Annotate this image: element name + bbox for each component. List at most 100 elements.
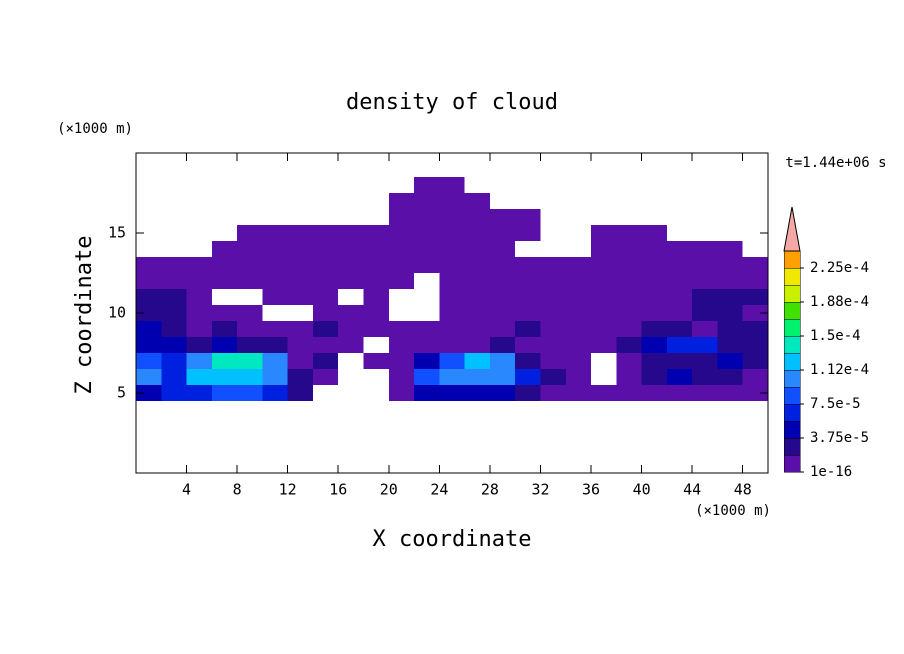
contour-cell [616,369,642,385]
contour-cell [287,337,313,353]
contour-cell [186,337,212,353]
x-tick-label: 32 [531,481,549,499]
x-tick-label: 12 [279,481,297,499]
contour-cell [439,385,465,401]
contour-cell [363,289,389,305]
contour-cell [388,321,415,337]
contour-cell [211,241,238,257]
contour-cell [237,273,263,289]
contour-cell [414,209,440,225]
contour-cell [237,305,263,321]
contour-cell [540,369,566,385]
colorbar-band [783,267,801,286]
contour-cell [161,273,187,289]
contour-cell [666,369,693,385]
colorbar-band [783,386,801,405]
contour-cell [464,209,490,225]
contour-cell [211,385,238,401]
contour-cell [616,241,642,257]
time-label: t=1.44e+06 s [785,155,886,171]
colorbar-extension [783,206,801,252]
contour-cell [262,321,288,337]
contour-cell [591,385,617,401]
contour-cell [287,289,313,305]
x-tick-label: 8 [233,481,242,499]
contour-cell [464,273,490,289]
contour-cell [489,385,516,401]
contour-cell [186,353,212,369]
contour-cell [717,273,743,289]
contour-cell [312,337,339,353]
contour-cell [388,337,415,353]
contour-cell [591,289,617,305]
contour-cell [565,353,592,369]
contour-cell [692,321,718,337]
contour-cell [717,257,743,273]
contour-cell [717,289,743,305]
contour-cell [616,337,642,353]
colorbar-tick-label: 2.25e-4 [810,260,869,276]
x-tick-label: 44 [683,481,701,499]
contour-cell [540,353,566,369]
x-tick-label: 20 [380,481,398,499]
contour-cell [641,305,667,321]
contour-cell [363,225,389,241]
contour-cell [262,337,288,353]
contour-cell [136,337,162,353]
contour-cell [363,257,389,273]
contour-cell [414,177,440,193]
contour-cell [414,193,440,209]
contour-cell [312,369,339,385]
contour-cell [136,385,162,401]
contour-cell [540,321,566,337]
contour-cell [515,257,541,273]
contour-cell [742,353,768,369]
contour-cell [540,289,566,305]
contour-cell [262,273,288,289]
contour-cell [666,273,693,289]
contour-cell [262,369,288,385]
contour-cell [692,289,718,305]
x-tick-label: 24 [430,481,448,499]
contour-cell [312,305,339,321]
contour-cell [237,321,263,337]
contour-cell [692,257,718,273]
contour-cell [717,241,743,257]
contour-cell [666,337,693,353]
contour-cell [515,225,541,241]
contour-cell [262,241,288,257]
contour-cell [692,273,718,289]
contour-cell [338,225,364,241]
contour-cell [641,273,667,289]
contour-cell [136,353,162,369]
contour-cell [717,353,743,369]
contour-cell [717,321,743,337]
x-tick-label: 4 [182,481,191,499]
contour-cell [439,209,465,225]
contour-cell [161,289,187,305]
contour-cell [363,241,389,257]
colorbar-band [783,352,801,371]
contour-cell [515,369,541,385]
contour-cell [211,337,238,353]
contour-cell [515,305,541,321]
contour-cell [641,289,667,305]
colorbar-band [783,250,801,269]
contour-cell [186,385,212,401]
contour-cell [414,241,440,257]
contour-cell [742,369,768,385]
contour-cell [186,305,212,321]
x-tick-label: 40 [633,481,651,499]
contour-cell [692,305,718,321]
contour-cell [439,257,465,273]
contour-cell [211,273,238,289]
contour-cell [464,321,490,337]
contour-cell [515,321,541,337]
contour-cell [515,337,541,353]
contour-cell [136,369,162,385]
contour-cell [489,273,516,289]
contour-cell [287,385,313,401]
contour-cell [161,305,187,321]
contour-cell [136,321,162,337]
